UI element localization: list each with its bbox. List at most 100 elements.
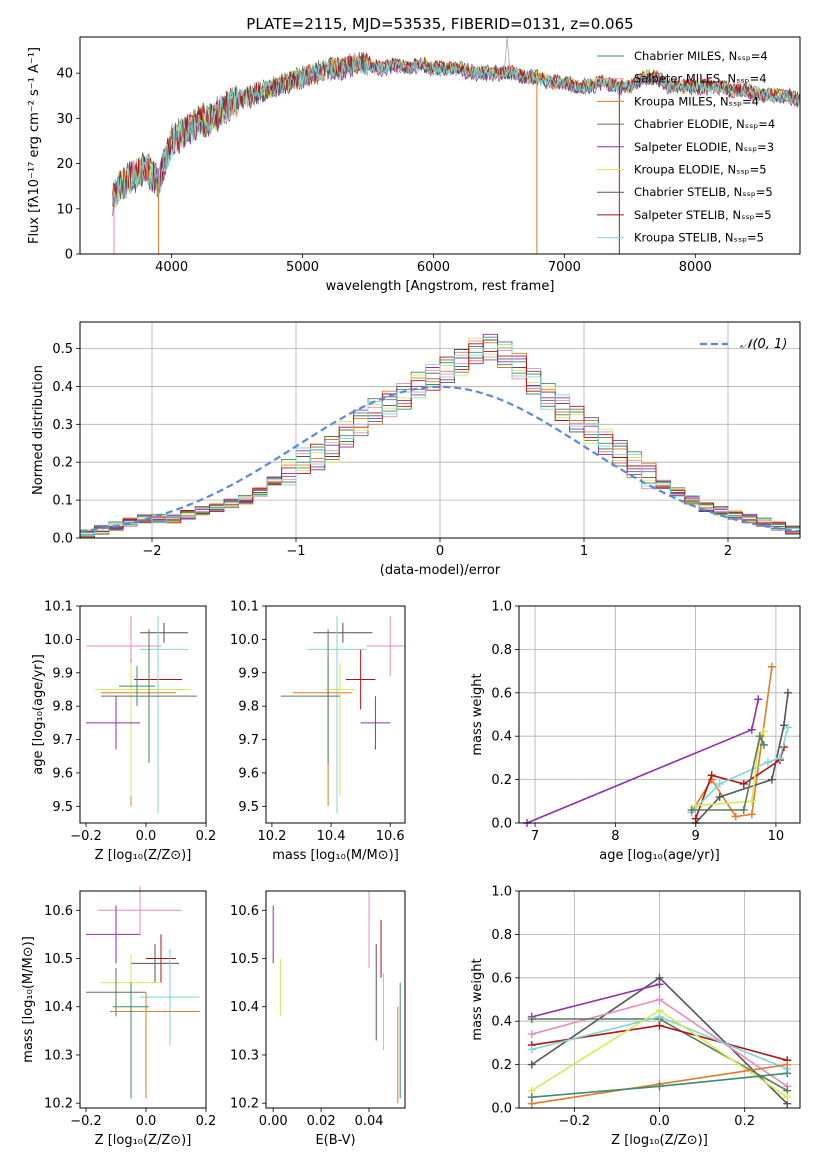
massweight_vs_age-marker-chabrier_stelib-3 xyxy=(779,721,788,730)
age_vs_mass-ytick-label: 9.8 xyxy=(238,700,259,715)
age_vs_Z-xlabel: Z [log₁₀(Z/Z⊙)] xyxy=(95,848,192,863)
massweight_vs_Z-ytick-label: 0.2 xyxy=(491,1058,512,1073)
massweight_vs_age-xtick-label: 7 xyxy=(531,829,539,844)
mass_vs_Z-xtick-label: 0.2 xyxy=(196,1114,217,1129)
mass_vs_ebv-ytick-label: 10.3 xyxy=(230,1048,259,1063)
spectrum-ytick-label: 0 xyxy=(65,248,73,263)
age_vs_mass-ytick-label: 10.1 xyxy=(230,600,259,615)
spectrum-legend-label-chabrier_miles: Chabrier MILES, Nₛₛₚ=4 xyxy=(634,49,768,63)
residuals-xlabel: (data-model)/error xyxy=(380,563,501,578)
massweight_vs_age-marker-kroupa_miles-3 xyxy=(747,810,756,819)
residuals-ylabel: Normed distribution xyxy=(31,365,46,495)
massweight_vs_age-frame xyxy=(518,605,801,824)
spectrum-legend-label-salpeter_elodie: Salpeter ELODIE, Nₛₛₚ=3 xyxy=(634,140,774,154)
spectrum-ylabel: Flux [fλ10⁻¹⁷ erg cm⁻² s⁻¹ A⁻¹] xyxy=(27,47,42,244)
mass_vs_Z-ytick-label: 10.2 xyxy=(44,1097,73,1112)
massweight_vs_age-marker-kroupa_miles-2 xyxy=(731,812,740,821)
age_vs_mass-ytick-label: 10.0 xyxy=(230,633,259,648)
massweight_vs_Z-ytick-label: 0.8 xyxy=(491,928,512,943)
massweight_vs_age-ytick-label: 0.8 xyxy=(491,643,512,658)
massweight_vs_Z-ylabel: mass weight xyxy=(470,958,485,1040)
spectrum-legend-label-kroupa_elodie: Kroupa ELODIE, Nₛₛₚ=5 xyxy=(634,163,767,177)
massweight_vs_age-marker-chabrier_elodie-2 xyxy=(755,732,764,741)
spectrum-series-kroupa_stelib xyxy=(112,55,800,207)
massweight_vs_age-xlabel: age [log₁₀(age/yr)] xyxy=(599,848,720,863)
massweight_vs_age-ylabel: mass weight xyxy=(470,673,485,755)
age_vs_Z-ytick-label: 9.8 xyxy=(52,700,73,715)
massweight_vs_Z-ytick-label: 0.6 xyxy=(491,971,512,986)
massweight_vs_Z-marker-salpeter_miles-1 xyxy=(655,995,664,1004)
massweight_vs_Z-marker-kroupa_elodie-1 xyxy=(655,1006,664,1015)
residuals-xtick-label: −2 xyxy=(142,544,161,559)
massweight_vs_Z-marker-salpeter_stelib-1 xyxy=(655,1021,664,1030)
massweight_vs_age-ytick-label: 0.4 xyxy=(491,730,512,745)
massweight_vs_Z-ytick-label: 1.0 xyxy=(491,885,512,900)
massweight_vs_age-marker-kroupa_elodie-1 xyxy=(747,797,756,806)
massweight_vs_age-marker-kroupa_stelib-3 xyxy=(775,753,784,762)
massweight_vs_age-xtick-label: 9 xyxy=(691,829,699,844)
age_vs_Z-xtick-label: 0.2 xyxy=(196,829,217,844)
age_vs_Z-ytick-label: 10.0 xyxy=(44,633,73,648)
massweight_vs_Z-marker-chabrier_miles-1 xyxy=(655,1082,664,1091)
spectrum-legend-label-salpeter_stelib: Salpeter STELIB, Nₛₛₚ=5 xyxy=(634,208,772,222)
massweight_vs_Z-marker-chabrier_miles-2 xyxy=(783,1069,792,1078)
spectrum-ytick-label: 20 xyxy=(56,157,73,172)
massweight_vs_Z-xtick-label: 0.2 xyxy=(734,1114,755,1129)
age_vs_Z-frame xyxy=(79,605,207,824)
mass_vs_Z-ytick-label: 10.5 xyxy=(44,952,73,967)
residuals-ytick-label: 0.3 xyxy=(52,418,73,433)
mass_vs_ebv-frame xyxy=(265,890,406,1109)
residuals-ytick-label: 0.5 xyxy=(52,342,73,357)
spectrum-ytick-label: 10 xyxy=(56,202,73,217)
mass_vs_Z-xtick-label: −0.2 xyxy=(70,1114,102,1129)
spectrum-ytick-label: 40 xyxy=(56,67,73,82)
massweight_vs_Z-xlabel: Z [log₁₀(Z/Z⊙)] xyxy=(611,1133,708,1148)
age_vs_Z-ytick-label: 9.6 xyxy=(52,766,73,781)
spectrum-series-salpeter_stelib xyxy=(112,51,800,199)
massweight_vs_age-marker-chabrier_stelib-4 xyxy=(783,688,792,697)
age_vs_Z-ytick-label: 10.1 xyxy=(44,600,73,615)
mass_vs_ebv-ytick-label: 10.4 xyxy=(230,1000,259,1015)
massweight_vs_Z-frame xyxy=(518,890,801,1109)
mass_vs_ebv-xtick-label: 0.04 xyxy=(355,1114,384,1129)
massweight_vs_Z-marker-kroupa_miles-2 xyxy=(783,1060,792,1069)
age_vs_Z-xtick-label: −0.2 xyxy=(70,829,102,844)
massweight_vs_age-ytick-label: 1.0 xyxy=(491,600,512,615)
massweight_vs_age-marker-kroupa_stelib-2 xyxy=(763,758,772,767)
mass_vs_ebv-ytick-label: 10.6 xyxy=(230,904,259,919)
spectrum-legend-label-chabrier_stelib: Chabrier STELIB, Nₛₛₚ=5 xyxy=(634,185,773,199)
residuals-xtick-label: −1 xyxy=(286,544,305,559)
age_vs_Z-xtick-label: 0.0 xyxy=(136,829,157,844)
massweight_vs_Z-marker-salpeter_miles-0 xyxy=(527,1030,536,1039)
mass_vs_ebv-ytick-label: 10.5 xyxy=(230,952,259,967)
mass_vs_Z-ytick-label: 10.6 xyxy=(44,904,73,919)
mass_vs_Z-ytick-label: 10.4 xyxy=(44,1000,73,1015)
spectrum-legend-label-kroupa_stelib: Kroupa STELIB, Nₛₛₚ=5 xyxy=(634,231,764,245)
mass_vs_ebv-xtick-label: 0.02 xyxy=(307,1114,336,1129)
massweight_vs_age-marker-salpeter_stelib-1 xyxy=(707,771,716,780)
mass_vs_ebv-ytick-label: 10.2 xyxy=(230,1097,259,1112)
massweight_vs_Z-marker-chabrier_miles-0 xyxy=(527,1093,536,1102)
mass_vs_Z-xtick-label: 0.0 xyxy=(136,1114,157,1129)
age_vs_Z-ytick-label: 9.7 xyxy=(52,733,73,748)
spectrum-ytick-label: 30 xyxy=(56,112,73,127)
mass_vs_Z-frame xyxy=(79,890,207,1109)
massweight_vs_Z-xtick-label: −0.2 xyxy=(559,1114,591,1129)
mass_vs_ebv-xlabel: E(B-V) xyxy=(315,1133,355,1148)
age_vs_Z-ytick-label: 9.5 xyxy=(52,800,73,815)
massweight_vs_Z-ytick-label: 0.0 xyxy=(491,1102,512,1117)
spectrum-xlabel: wavelength [Angstrom, rest frame] xyxy=(326,279,555,294)
residuals-ytick-label: 0.1 xyxy=(52,494,73,509)
massweight_vs_Z-marker-chabrier_elodie-0 xyxy=(527,1015,536,1024)
residuals-ytick-label: 0.0 xyxy=(52,532,73,547)
massweight_vs_age-marker-chabrier_elodie-1 xyxy=(739,805,748,814)
residuals-frame xyxy=(79,321,801,539)
mass_vs_Z-xlabel: Z [log₁₀(Z/Z⊙)] xyxy=(95,1133,192,1148)
massweight_vs_age-ytick-label: 0.2 xyxy=(491,773,512,788)
massweight_vs_age-marker-chabrier_elodie-0 xyxy=(687,805,696,814)
massweight_vs_age-series-kroupa_elodie xyxy=(695,731,765,807)
age_vs_mass-xtick-label: 10.6 xyxy=(376,829,405,844)
residuals-xtick-label: 0 xyxy=(436,544,444,559)
age_vs_mass-frame xyxy=(265,605,406,824)
